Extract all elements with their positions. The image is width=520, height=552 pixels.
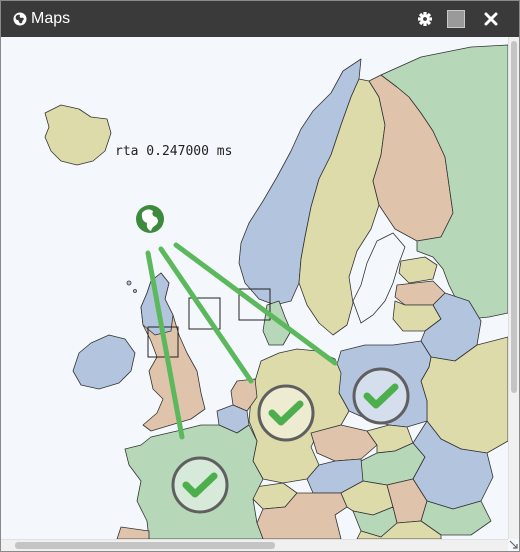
country-france	[124, 424, 264, 539]
resize-handle-icon[interactable]	[508, 539, 519, 551]
check-circle-icon[interactable]	[171, 456, 229, 514]
check-circle-icon[interactable]	[352, 367, 410, 425]
country-spain	[116, 526, 150, 539]
rta-label: rta 0.247000 ms	[115, 144, 232, 159]
link-line	[173, 242, 338, 366]
vertical-scroll-thumb[interactable]	[511, 41, 517, 393]
close-icon[interactable]	[481, 9, 501, 29]
gear-icon[interactable]	[415, 9, 435, 29]
country-russia	[380, 44, 508, 320]
check-circle-icon[interactable]	[257, 384, 315, 442]
country-balkans-south	[356, 520, 442, 539]
link-line	[145, 250, 185, 440]
country-iceland	[44, 104, 112, 166]
probe-box[interactable]	[238, 288, 271, 321]
vertical-scrollbar[interactable]	[508, 37, 519, 539]
country-estonia	[398, 256, 438, 284]
links	[145, 242, 338, 440]
baltic-sea	[352, 232, 406, 324]
horizontal-scroll-thumb[interactable]	[15, 542, 275, 549]
country-romania	[412, 420, 494, 510]
probe-box[interactable]	[188, 297, 221, 330]
country-czechia	[310, 424, 378, 462]
horizontal-scrollbar[interactable]	[1, 539, 508, 551]
map-canvas[interactable]: rta 0.247000 ms	[1, 37, 508, 539]
link-line	[158, 246, 254, 384]
country-ireland	[72, 334, 136, 390]
window-title: Maps	[31, 10, 71, 27]
titlebar[interactable]: Maps	[1, 1, 519, 37]
globe-icon	[13, 12, 27, 26]
maximize-icon[interactable]	[447, 10, 465, 28]
globe-icon[interactable]	[136, 205, 164, 233]
countries	[44, 44, 508, 539]
